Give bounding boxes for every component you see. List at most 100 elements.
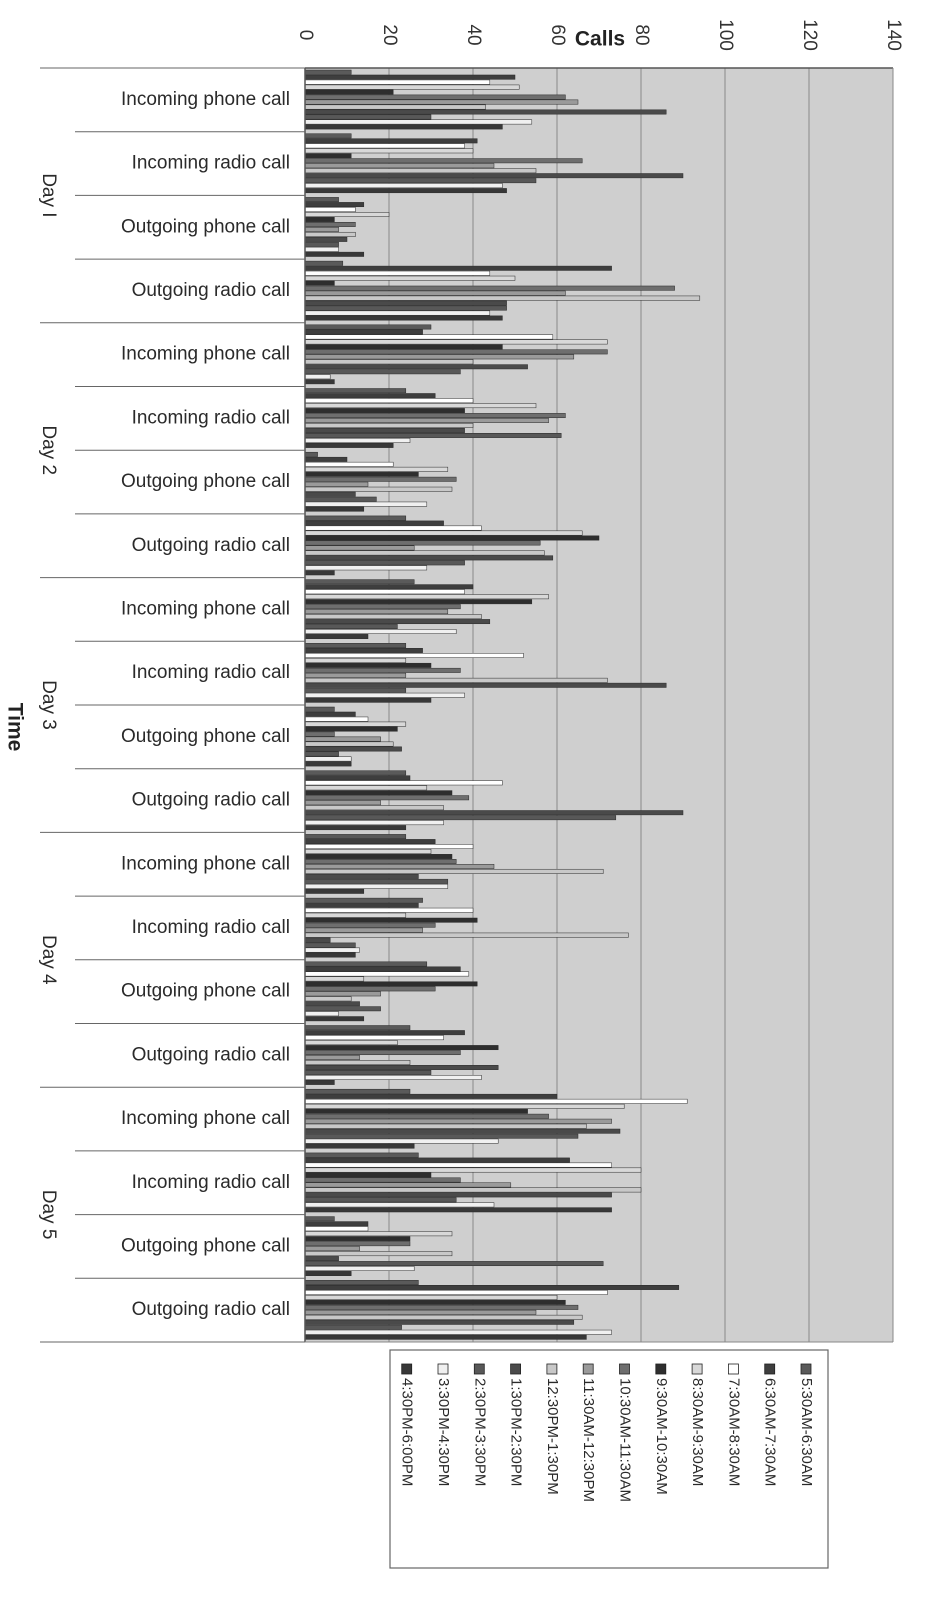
bar bbox=[304, 290, 566, 296]
bar bbox=[304, 1050, 461, 1056]
bar bbox=[304, 359, 474, 365]
bar bbox=[304, 433, 562, 438]
bar bbox=[304, 540, 541, 546]
category-label: Incoming phone call bbox=[121, 853, 290, 874]
bar bbox=[304, 550, 545, 556]
bar bbox=[304, 388, 407, 394]
bar bbox=[304, 1103, 625, 1109]
bar bbox=[304, 315, 503, 321]
bar bbox=[304, 1118, 612, 1124]
bar bbox=[304, 99, 579, 105]
bar bbox=[304, 1143, 415, 1149]
bar bbox=[304, 986, 436, 992]
bar bbox=[304, 1271, 352, 1276]
bar bbox=[304, 413, 566, 419]
bar bbox=[304, 937, 331, 943]
bar bbox=[304, 369, 461, 375]
bar bbox=[304, 1221, 369, 1227]
bar bbox=[304, 124, 503, 130]
bar bbox=[304, 133, 352, 139]
bar bbox=[304, 1251, 453, 1257]
bar bbox=[304, 800, 381, 806]
bar bbox=[304, 1088, 411, 1094]
bar bbox=[304, 525, 482, 531]
day-label: Day I bbox=[38, 173, 59, 217]
bar bbox=[304, 1045, 499, 1051]
bar bbox=[304, 672, 407, 678]
bar bbox=[304, 1202, 495, 1208]
bar bbox=[304, 535, 600, 541]
bar bbox=[304, 496, 377, 502]
bar bbox=[304, 966, 461, 972]
legend-swatch bbox=[401, 1363, 413, 1375]
category-label: Incoming radio call bbox=[132, 662, 290, 683]
bar bbox=[304, 1256, 339, 1262]
bar bbox=[304, 579, 415, 585]
bar bbox=[304, 1172, 432, 1178]
bar bbox=[304, 109, 667, 115]
bar bbox=[304, 731, 335, 737]
bar bbox=[304, 217, 335, 222]
legend-swatch bbox=[691, 1363, 703, 1375]
bar bbox=[304, 491, 356, 497]
bar bbox=[304, 976, 365, 982]
bar bbox=[304, 1182, 512, 1188]
x-tick-label: 60 bbox=[547, 24, 568, 45]
bar bbox=[304, 1133, 579, 1139]
bar bbox=[304, 873, 419, 879]
bar bbox=[304, 653, 524, 658]
x-tick-label: 140 bbox=[883, 19, 904, 51]
legend-label: 2:30PM-3:30PM bbox=[471, 1378, 488, 1486]
x-tick-label: 0 bbox=[295, 30, 316, 41]
bar bbox=[304, 1152, 419, 1158]
bar bbox=[304, 991, 381, 997]
bar bbox=[304, 241, 339, 247]
calls-axis-title: Calls bbox=[575, 28, 625, 51]
bar bbox=[304, 1309, 537, 1315]
bar bbox=[304, 1025, 411, 1031]
bar bbox=[304, 667, 461, 673]
legend-label: 9:30AM-10:30AM bbox=[653, 1378, 670, 1495]
bar bbox=[304, 324, 432, 330]
bar bbox=[304, 859, 457, 864]
bar bbox=[304, 168, 537, 174]
bar bbox=[304, 902, 419, 908]
bar bbox=[304, 393, 436, 399]
bar bbox=[304, 736, 381, 742]
bar bbox=[304, 961, 428, 967]
bar bbox=[304, 1197, 457, 1203]
bar bbox=[304, 265, 612, 271]
bar bbox=[304, 334, 554, 340]
category-label: Outgoing phone call bbox=[121, 726, 290, 747]
bar bbox=[304, 1006, 381, 1012]
bar bbox=[304, 1290, 608, 1295]
bar bbox=[304, 1040, 398, 1046]
legend-swatch bbox=[800, 1363, 812, 1375]
bar bbox=[304, 148, 474, 154]
bar bbox=[304, 795, 470, 801]
bar bbox=[304, 1001, 360, 1007]
bar bbox=[304, 868, 604, 874]
bar bbox=[304, 329, 423, 335]
bar bbox=[304, 1236, 411, 1242]
category-label: Outgoing radio call bbox=[132, 790, 290, 811]
bar bbox=[304, 854, 453, 859]
bar bbox=[304, 280, 335, 286]
legend-label: 8:30AM-9:30AM bbox=[689, 1378, 706, 1486]
bar bbox=[304, 476, 457, 482]
bar bbox=[304, 212, 390, 217]
bar bbox=[304, 971, 470, 977]
bar bbox=[304, 1093, 558, 1099]
bar bbox=[304, 555, 554, 561]
bar bbox=[304, 222, 356, 227]
x-tick-label: 80 bbox=[631, 24, 652, 45]
bar bbox=[304, 907, 474, 913]
bar bbox=[304, 501, 428, 507]
bar bbox=[304, 677, 608, 683]
bar bbox=[304, 584, 474, 590]
x-tick-label: 20 bbox=[379, 24, 400, 45]
legend-swatch bbox=[546, 1363, 558, 1375]
bar bbox=[304, 456, 348, 462]
bar bbox=[304, 662, 432, 668]
bar bbox=[304, 231, 356, 237]
